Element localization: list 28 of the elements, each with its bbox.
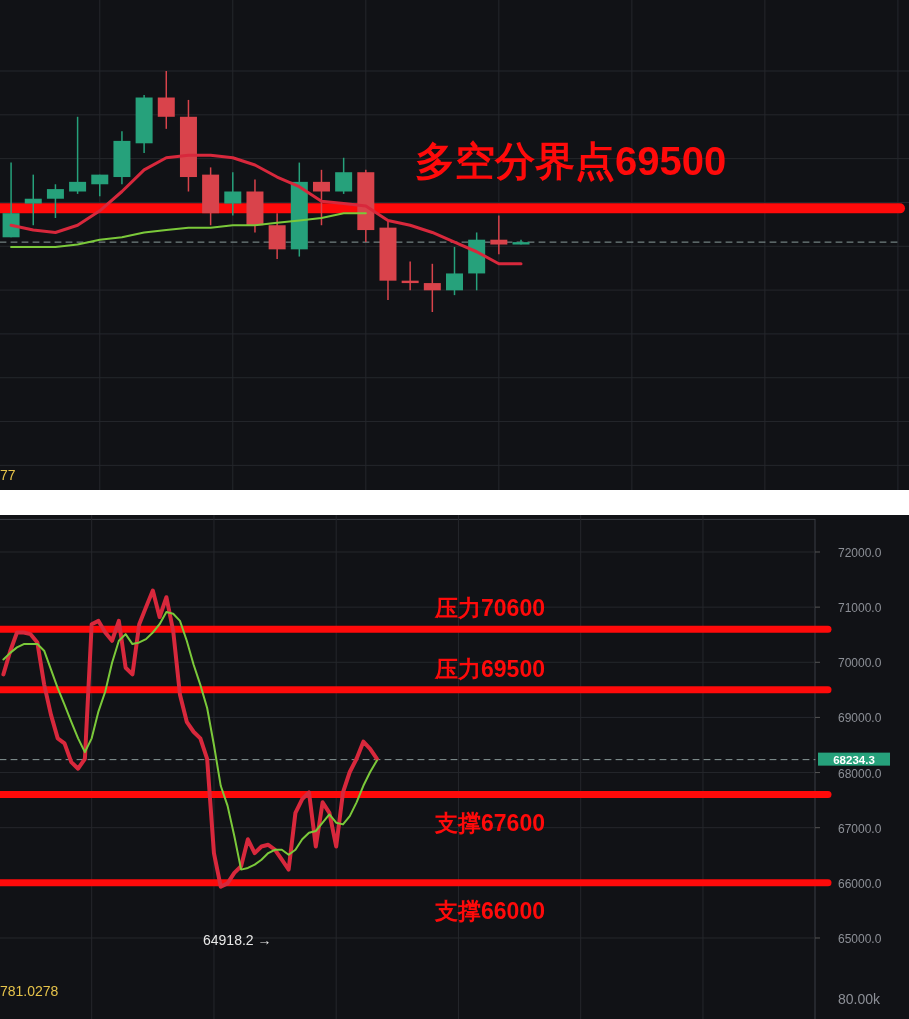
ref-line-label: 压力70600 <box>434 595 545 622</box>
candlestick <box>335 157 353 195</box>
y-tick-label: 72000.0 <box>838 545 882 560</box>
ref-line-label: 68234.3 <box>833 753 875 766</box>
text: 77 <box>0 467 16 483</box>
candlestick <box>490 214 508 255</box>
annotation: 781.0278 <box>0 983 59 999</box>
ref-line-label: 压力69500 <box>434 655 545 682</box>
y-tick-label: 66000.0 <box>838 876 882 891</box>
y-tick-label: 70000.0 <box>838 656 882 671</box>
ref-line-label: 多空分界点69500 <box>415 139 727 184</box>
candlestick <box>69 116 87 195</box>
ref-line-label: 支撑67600 <box>434 809 545 836</box>
text: 80.00k <box>838 991 882 1007</box>
ref-line-label: 支撑66000 <box>434 897 545 924</box>
candlestick <box>312 169 330 226</box>
y-tick-label: 69000.0 <box>838 711 882 726</box>
candlestick <box>24 173 42 226</box>
candlestick <box>224 171 242 217</box>
candlestick <box>446 246 463 296</box>
y-tick-label: 65000.0 <box>838 931 882 946</box>
y-tick-label: 71000.0 <box>838 601 882 616</box>
annotation: 64918.2 → <box>203 932 272 948</box>
y-tick-label: 68000.0 <box>838 766 882 781</box>
candlestick <box>423 263 441 313</box>
candlestick <box>46 183 64 219</box>
y-tick-label: 67000.0 <box>838 821 882 836</box>
candlestick <box>157 70 175 130</box>
